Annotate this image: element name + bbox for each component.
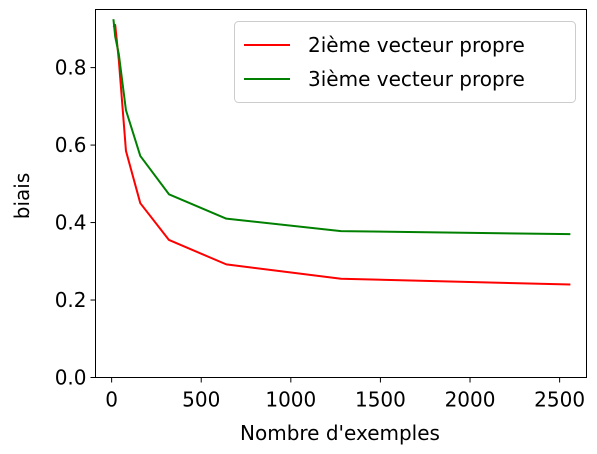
y-tick-label: 0.2 [55, 288, 87, 312]
y-tick-label: 0.6 [55, 133, 87, 157]
series-line-0 [112, 23, 571, 286]
y-tick-label: 0.4 [55, 211, 87, 235]
x-tick-label: 0 [105, 388, 118, 412]
x-tick-label: 1000 [265, 388, 316, 412]
legend: 2ième vecteur propre 3ième vecteur propr… [234, 21, 576, 103]
x-axis-label: Nombre d'exemples [240, 421, 440, 445]
y-tick-label: 0.0 [55, 366, 87, 390]
y-axis-ticks: 0.0 0.2 0.4 0.6 0.8 [55, 56, 96, 390]
legend-label-series-1: 3ième vecteur propre [308, 67, 525, 91]
legend-label-series-0: 2ième vecteur propre [308, 33, 525, 57]
x-tick-label: 2500 [534, 388, 585, 412]
x-tick-label: 1500 [355, 388, 406, 412]
x-tick-label: 500 [182, 388, 220, 412]
y-tick-label: 0.8 [55, 56, 87, 80]
y-axis-label: biais [10, 173, 34, 219]
legend-box [234, 21, 576, 103]
plot-lines [112, 19, 571, 286]
x-tick-label: 2000 [445, 388, 496, 412]
plot-frame [95, 9, 587, 378]
x-axis-ticks: 0 500 1000 1500 2000 2500 [105, 377, 585, 412]
series-line-1 [112, 19, 571, 236]
